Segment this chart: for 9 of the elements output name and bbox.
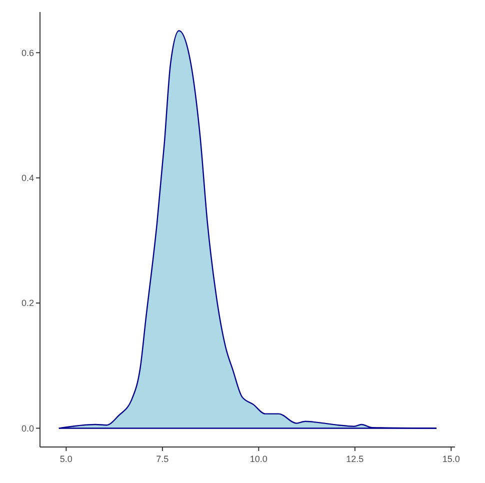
x-tick-label: 12.5	[346, 454, 364, 464]
y-tick-label: 0.4	[21, 173, 34, 184]
x-tick-label: 10.0	[250, 454, 268, 464]
x-tick-label: 5.0	[60, 454, 72, 464]
y-tick-label: 0.2	[21, 298, 34, 308]
x-tick-label: 15.0	[442, 454, 460, 464]
x-tick-label: 7.5	[156, 454, 169, 464]
y-tick-label: 0.0	[21, 423, 34, 434]
y-tick-label: 0.6	[21, 48, 34, 58]
